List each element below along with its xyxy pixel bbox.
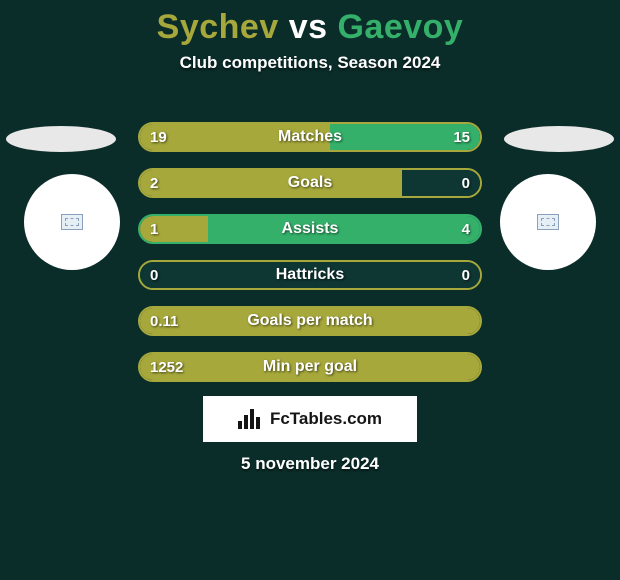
placeholder-icon <box>537 214 559 230</box>
stat-row: Matches1915 <box>138 122 482 152</box>
team-badge-left <box>6 126 116 152</box>
stat-seg-empty <box>140 262 480 288</box>
stat-seg-left <box>140 124 330 150</box>
branding-text: FcTables.com <box>270 409 382 429</box>
subtitle: Club competitions, Season 2024 <box>0 53 620 73</box>
date-text: 5 november 2024 <box>0 454 620 474</box>
stat-row: Goals20 <box>138 168 482 198</box>
stat-seg-left <box>140 354 480 380</box>
stat-row: Assists14 <box>138 214 482 244</box>
placeholder-icon <box>61 214 83 230</box>
player-photo-right <box>500 174 596 270</box>
stat-seg-left <box>140 308 480 334</box>
stat-seg-empty <box>402 170 480 196</box>
stat-seg-right <box>208 216 480 242</box>
stat-row: Min per goal1252 <box>138 352 482 382</box>
stat-seg-right <box>330 124 480 150</box>
stat-seg-left <box>140 170 402 196</box>
player1-name: Sychev <box>157 8 279 46</box>
stat-bars: Matches1915 Goals20 Assists14 Hattricks00 Go… <box>138 122 482 398</box>
stat-row: Goals per match0.11 <box>138 306 482 336</box>
stat-seg-left <box>140 216 208 242</box>
bar-chart-icon <box>238 409 264 429</box>
player-photo-left <box>24 174 120 270</box>
stat-row: Hattricks00 <box>138 260 482 290</box>
comparison-title: Sychev vs Gaevoy <box>0 0 620 47</box>
vs-text: vs <box>289 8 328 46</box>
player2-name: Gaevoy <box>337 8 463 46</box>
branding-box: FcTables.com <box>203 396 417 442</box>
team-badge-right <box>504 126 614 152</box>
